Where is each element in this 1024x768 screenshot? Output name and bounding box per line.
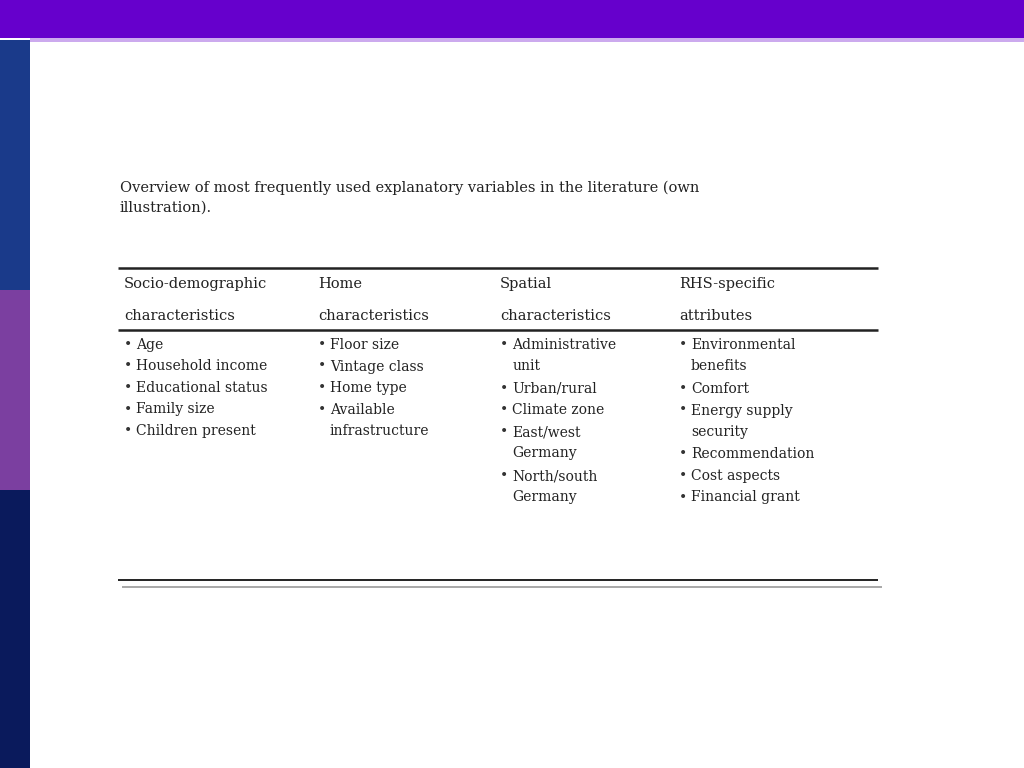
Text: •: • [317, 338, 326, 352]
Text: •: • [124, 424, 132, 438]
Text: Germany: Germany [512, 491, 577, 505]
Text: Family size: Family size [136, 402, 215, 416]
Text: Urban/rural: Urban/rural [512, 382, 597, 396]
Text: •: • [317, 381, 326, 395]
Text: Age: Age [136, 338, 163, 352]
Text: Climate zone: Climate zone [512, 403, 604, 418]
Text: •: • [500, 338, 509, 352]
Text: •: • [500, 469, 509, 483]
Text: •: • [124, 381, 132, 395]
Text: •: • [124, 338, 132, 352]
Text: Household income: Household income [136, 359, 267, 373]
Text: North/south: North/south [512, 469, 598, 483]
Text: characteristics: characteristics [317, 309, 429, 323]
Text: •: • [124, 402, 132, 416]
Text: Environmental: Environmental [691, 338, 796, 352]
Text: 43/122: Topic 3.3 – Discrete Choice; The Multinomial Logit Model: 43/122: Topic 3.3 – Discrete Choice; The… [45, 12, 598, 27]
Text: attributes: attributes [679, 309, 752, 323]
Text: Vintage class: Vintage class [330, 359, 424, 373]
Text: •: • [500, 425, 509, 439]
Text: Financial grant: Financial grant [691, 491, 800, 505]
Text: infrastructure: infrastructure [330, 424, 429, 438]
Text: •: • [679, 448, 687, 462]
Text: Educational status: Educational status [136, 381, 267, 395]
Text: •: • [317, 402, 326, 416]
Text: Administrative: Administrative [512, 338, 616, 352]
Text: •: • [679, 403, 687, 418]
Text: •: • [679, 469, 687, 483]
Text: •: • [679, 382, 687, 396]
Text: Socio-demographic: Socio-demographic [124, 277, 267, 291]
Text: Germany: Germany [512, 446, 577, 461]
Bar [0, 490, 30, 768]
Text: RHS-specific: RHS-specific [679, 277, 775, 291]
Bar [0, 290, 30, 490]
Text: Available: Available [330, 402, 394, 416]
Text: •: • [500, 403, 509, 418]
Text: •: • [500, 382, 509, 396]
Text: Comfort: Comfort [691, 382, 749, 396]
Text: Home: Home [317, 277, 361, 291]
Text: Overview of most frequently used explanatory variables in the literature (own: Overview of most frequently used explana… [120, 181, 699, 195]
Text: unit: unit [512, 359, 541, 373]
Bar [30, 38, 1024, 42]
Text: Cost aspects: Cost aspects [691, 469, 780, 483]
Text: •: • [679, 491, 687, 505]
Text: Home type: Home type [330, 381, 407, 395]
Text: •: • [679, 338, 687, 352]
Bar [0, 0, 1024, 38]
Text: East/west: East/west [512, 425, 581, 439]
Text: characteristics: characteristics [124, 309, 234, 323]
Text: •: • [124, 359, 132, 373]
Text: illustration).: illustration). [120, 201, 212, 215]
Text: Children present: Children present [136, 424, 256, 438]
Text: •: • [317, 359, 326, 373]
Text: Recommendation: Recommendation [691, 448, 814, 462]
Text: Energy supply: Energy supply [691, 403, 793, 418]
Text: Spatial: Spatial [500, 277, 552, 291]
Text: characteristics: characteristics [500, 309, 611, 323]
Text: Floor size: Floor size [330, 338, 399, 352]
Text: benefits: benefits [691, 359, 748, 373]
Text: security: security [691, 425, 748, 439]
Bar [0, 40, 30, 290]
